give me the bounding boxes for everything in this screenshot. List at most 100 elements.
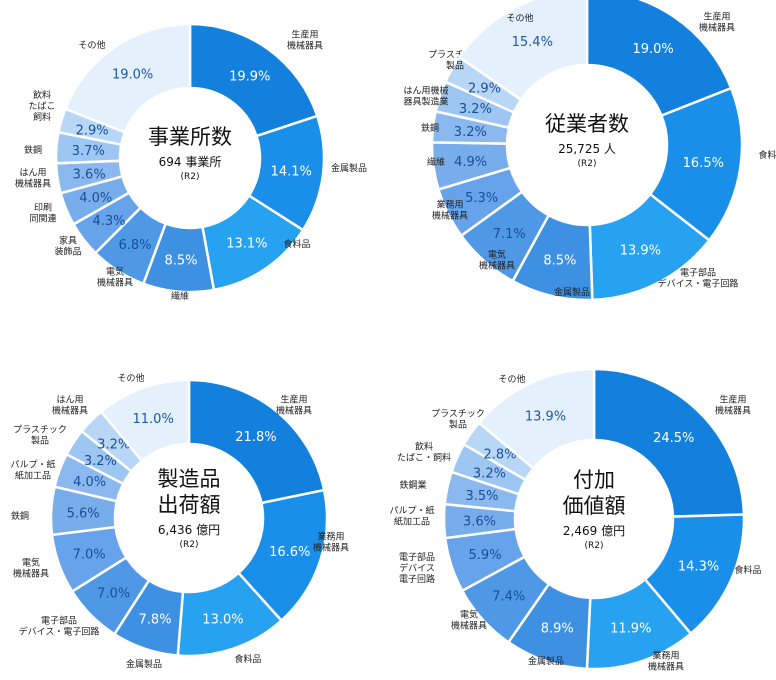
slice-value-label: 8.5% [165,254,198,269]
slice-category-label: 電気 [460,609,478,621]
slice-11 [63,22,192,134]
slice-value-label: 5.9% [469,548,502,563]
slice-category-label: 金属製品 [528,655,564,667]
slice-category-label: 機械器具 [715,405,751,417]
slice-value-label: 3.6% [463,515,496,530]
slice-value-label: 2.9% [76,123,109,138]
slice-category-label: パルプ・紙 [389,505,434,517]
chart-center-year: (R2) [180,172,199,182]
slice-value-label: 7.0% [73,548,106,563]
chart-center-title: 付加 [573,468,615,492]
slice-value-label: 8.5% [543,253,576,268]
chart-center-total: 6,436 億円 [158,523,220,537]
slice-value-label: 24.5% [653,431,694,446]
slice-value-label: 5.6% [67,506,100,521]
slice-category-label: 装飾品 [54,246,81,258]
slice-value-label: 3.6% [73,167,106,182]
slice-value-label: 3.2% [473,466,506,481]
slice-value-label: 2.9% [468,82,501,97]
slice-category-label: 製品 [31,435,49,447]
slice-category-label: 紙加工品 [394,516,430,528]
slice-value-label: 5.3% [465,191,498,206]
slice-value-label: 14.1% [271,165,312,180]
slice-category-label: 電子部品 [41,615,77,627]
slice-value-label: 19.9% [229,69,270,84]
slice-category-label: デバイス・電子回路 [658,278,739,290]
chart-center-total: 25,725 人 [558,142,616,156]
slice-category-label: 紙加工品 [15,470,51,482]
slice-category-label: 電子部品 [680,267,716,279]
chart-center-total: 2,469 億円 [563,524,625,538]
slice-category-label: 製品 [449,419,467,431]
slice-category-label: 鉄鋼 [11,510,29,522]
slice-category-label: 業務用 [436,199,463,211]
slice-category-label: 食料品 [234,653,261,665]
slice-category-label: 機械器具 [97,277,133,289]
slice-category-label: 金属製品 [126,658,162,670]
slice-value-label: 21.8% [235,430,276,445]
slice-value-label: 3.2% [454,125,487,140]
slice-category-label: 食料品 [758,149,776,161]
slice-category-label: たばこ・飼料 [397,452,451,464]
slice-category-label: 生産用 [703,11,730,23]
slice-category-label: 機械器具 [479,260,515,272]
slice-category-label: たばこ [28,101,55,112]
chart-center-year: (R2) [179,540,198,550]
slice-value-label: 16.5% [683,156,724,171]
slice-category-label: 繊維 [427,156,445,168]
slice-value-label: 7.4% [492,589,525,604]
slice-category-label: プラスチック [431,409,485,420]
slice-value-label: 13.9% [525,409,566,424]
donut-chart-3: 21.8%生産用機械器具16.6%業務用機械器具13.0%食料品7.8%金属製品… [10,372,349,670]
slice-value-label: 15.4% [512,35,553,50]
slice-category-label: パルプ・紙 [10,459,55,471]
chart-center-year: (R2) [577,159,596,169]
slice-value-label: 11.9% [610,621,651,636]
slice-category-label: 機械器具 [699,22,735,34]
slice-category-label: 電子回路 [399,573,435,585]
slice-value-label: 3.7% [72,144,105,159]
slice-category-label: 鉄鋼業 [399,479,426,491]
slice-value-label: 4.0% [73,475,106,490]
slice-category-label: 家具 [59,235,77,247]
slice-category-label: 機械器具 [648,661,684,673]
slice-value-label: 13.9% [620,244,661,259]
slice-value-label: 13.1% [226,237,267,252]
slice-category-label: 業務用 [317,531,344,543]
slice-category-label: 機械器具 [13,568,49,580]
slice-value-label: 4.3% [92,214,125,229]
slice-category-label: 機械器具 [52,405,88,417]
slice-value-label: 11.0% [133,412,174,427]
slice-category-label: 電気 [22,557,40,569]
slice-value-label: 7.8% [139,612,172,627]
slice-category-label: 金属製品 [331,162,367,174]
chart-center-title: 製造品 [158,467,221,491]
slice-1 [187,378,326,505]
slice-category-label: 機械器具 [451,620,487,632]
slice-category-label: 飼料 [33,111,51,123]
slice-category-label: 電気 [106,266,124,278]
chart-center-title: 従業者数 [545,112,629,136]
slice-category-label: デバイス [399,562,435,574]
slice-category-label: プラスチック [13,425,67,436]
slice-1 [188,22,319,138]
slice-category-label: 生産用 [291,29,318,41]
slice-category-label: はん用 [56,395,83,406]
slice-category-label: 同関連 [29,213,56,225]
slice-category-label: その他 [498,373,525,385]
slice-11 [477,367,596,471]
chart-center-title: 価値額 [563,494,626,518]
slice-category-label: 電子部品 [399,551,435,563]
slice-category-label: 機械器具 [276,405,312,417]
slice-category-label: はん用機械 [403,85,448,97]
slice-category-label: 器具製造業 [403,96,448,108]
slice-category-label: 鉄鋼 [24,144,42,156]
slice-category-label: 生産用 [719,394,746,406]
slice-value-label: 4.9% [454,155,487,170]
slice-category-label: プラスチック [428,50,482,61]
slice-category-label: 電気 [488,249,506,261]
slice-category-label: 繊維 [171,290,189,302]
